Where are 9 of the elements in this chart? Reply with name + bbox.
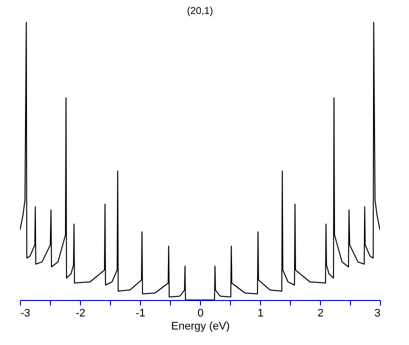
chart-title: (20,1) (186, 6, 214, 17)
x-tick-label: 1 (257, 308, 264, 320)
x-axis-title: Energy (eV) (171, 320, 230, 332)
x-tick-label: 0 (197, 308, 204, 320)
x-tick-label: -3 (20, 308, 30, 320)
x-tick-label: 2 (317, 308, 324, 320)
x-tick-label: -2 (76, 308, 86, 320)
x-tick-label: -1 (136, 308, 146, 320)
x-tick-label: 3 (374, 308, 380, 320)
